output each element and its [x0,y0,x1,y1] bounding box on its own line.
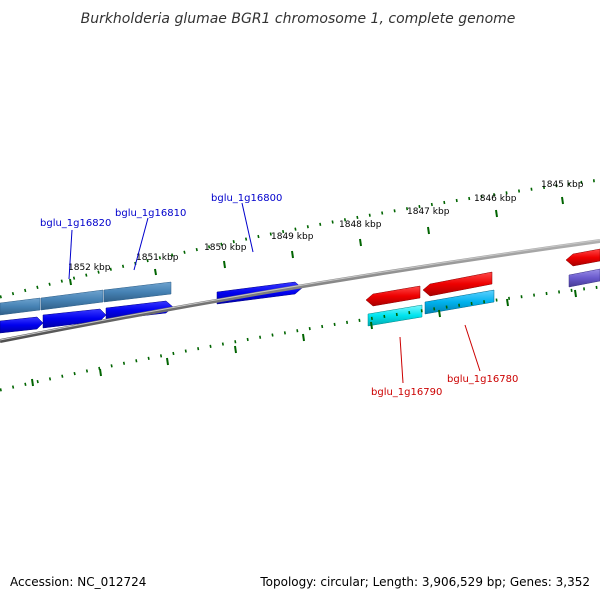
scale-label-1851: 1851 kbp [136,253,179,263]
gene-arrow-bglu-1g16780[interactable] [422,271,493,297]
forward-feature-track [0,281,172,316]
scale-label-1852: 1852 kbp [68,263,111,273]
feature-bar-sky[interactable] [424,289,495,315]
reverse-feature-track [367,268,600,327]
outer-major-ticks [69,196,564,286]
gene-label-bglu-1g16790[interactable]: bglu_1g16790 [371,387,442,398]
scale-labels: 1852 kbp 1851 kbp 1850 kbp 1849 kbp 1848… [68,180,584,273]
gene-label-bglu-1g16800[interactable]: bglu_1g16800 [211,193,282,204]
gene-label-bglu-1g16820[interactable]: bglu_1g16820 [40,218,111,229]
gene-arrow-bglu-1g16820[interactable] [0,316,44,334]
scale-label-1849: 1849 kbp [271,232,314,242]
gene-arrow-bglu-1g16790[interactable] [365,285,421,307]
map-title: Burkholderia glumae BGR1 chromosome 1, c… [81,11,516,27]
gene-label-bglu-1g16780[interactable]: bglu_1g16780 [447,374,518,385]
gene-label-bglu-1g16810[interactable]: bglu_1g16810 [115,208,186,219]
gene-arrow-bglu-1g16810[interactable] [42,308,107,329]
scale-label-1846: 1846 kbp [474,194,517,204]
feature-bar-3[interactable] [103,281,172,303]
feature-bar-1[interactable] [0,297,41,316]
feature-bar-2[interactable] [40,289,104,311]
feature-bar-purple[interactable] [568,268,600,288]
genome-backbone-highlight [0,239,600,341]
accession-text: Accession: NC_012724 [10,575,146,589]
scale-label-1850: 1850 kbp [204,243,247,253]
scale-label-1845: 1845 kbp [541,180,584,190]
gene-labels: bglu_1g16820 bglu_1g16810 bglu_1g16800 b… [40,193,518,398]
reverse-cds-track [365,248,600,307]
feature-bar-cyan[interactable] [367,304,423,327]
inner-major-ticks [31,289,577,387]
genome-stats-text: Topology: circular; Length: 3,906,529 bp… [259,575,590,589]
gene-arrow-edge[interactable] [565,248,600,267]
gene-leader-lines [68,202,481,384]
scale-label-1847: 1847 kbp [407,207,450,217]
genome-backbone [0,239,600,343]
scale-label-1848: 1848 kbp [339,220,382,230]
